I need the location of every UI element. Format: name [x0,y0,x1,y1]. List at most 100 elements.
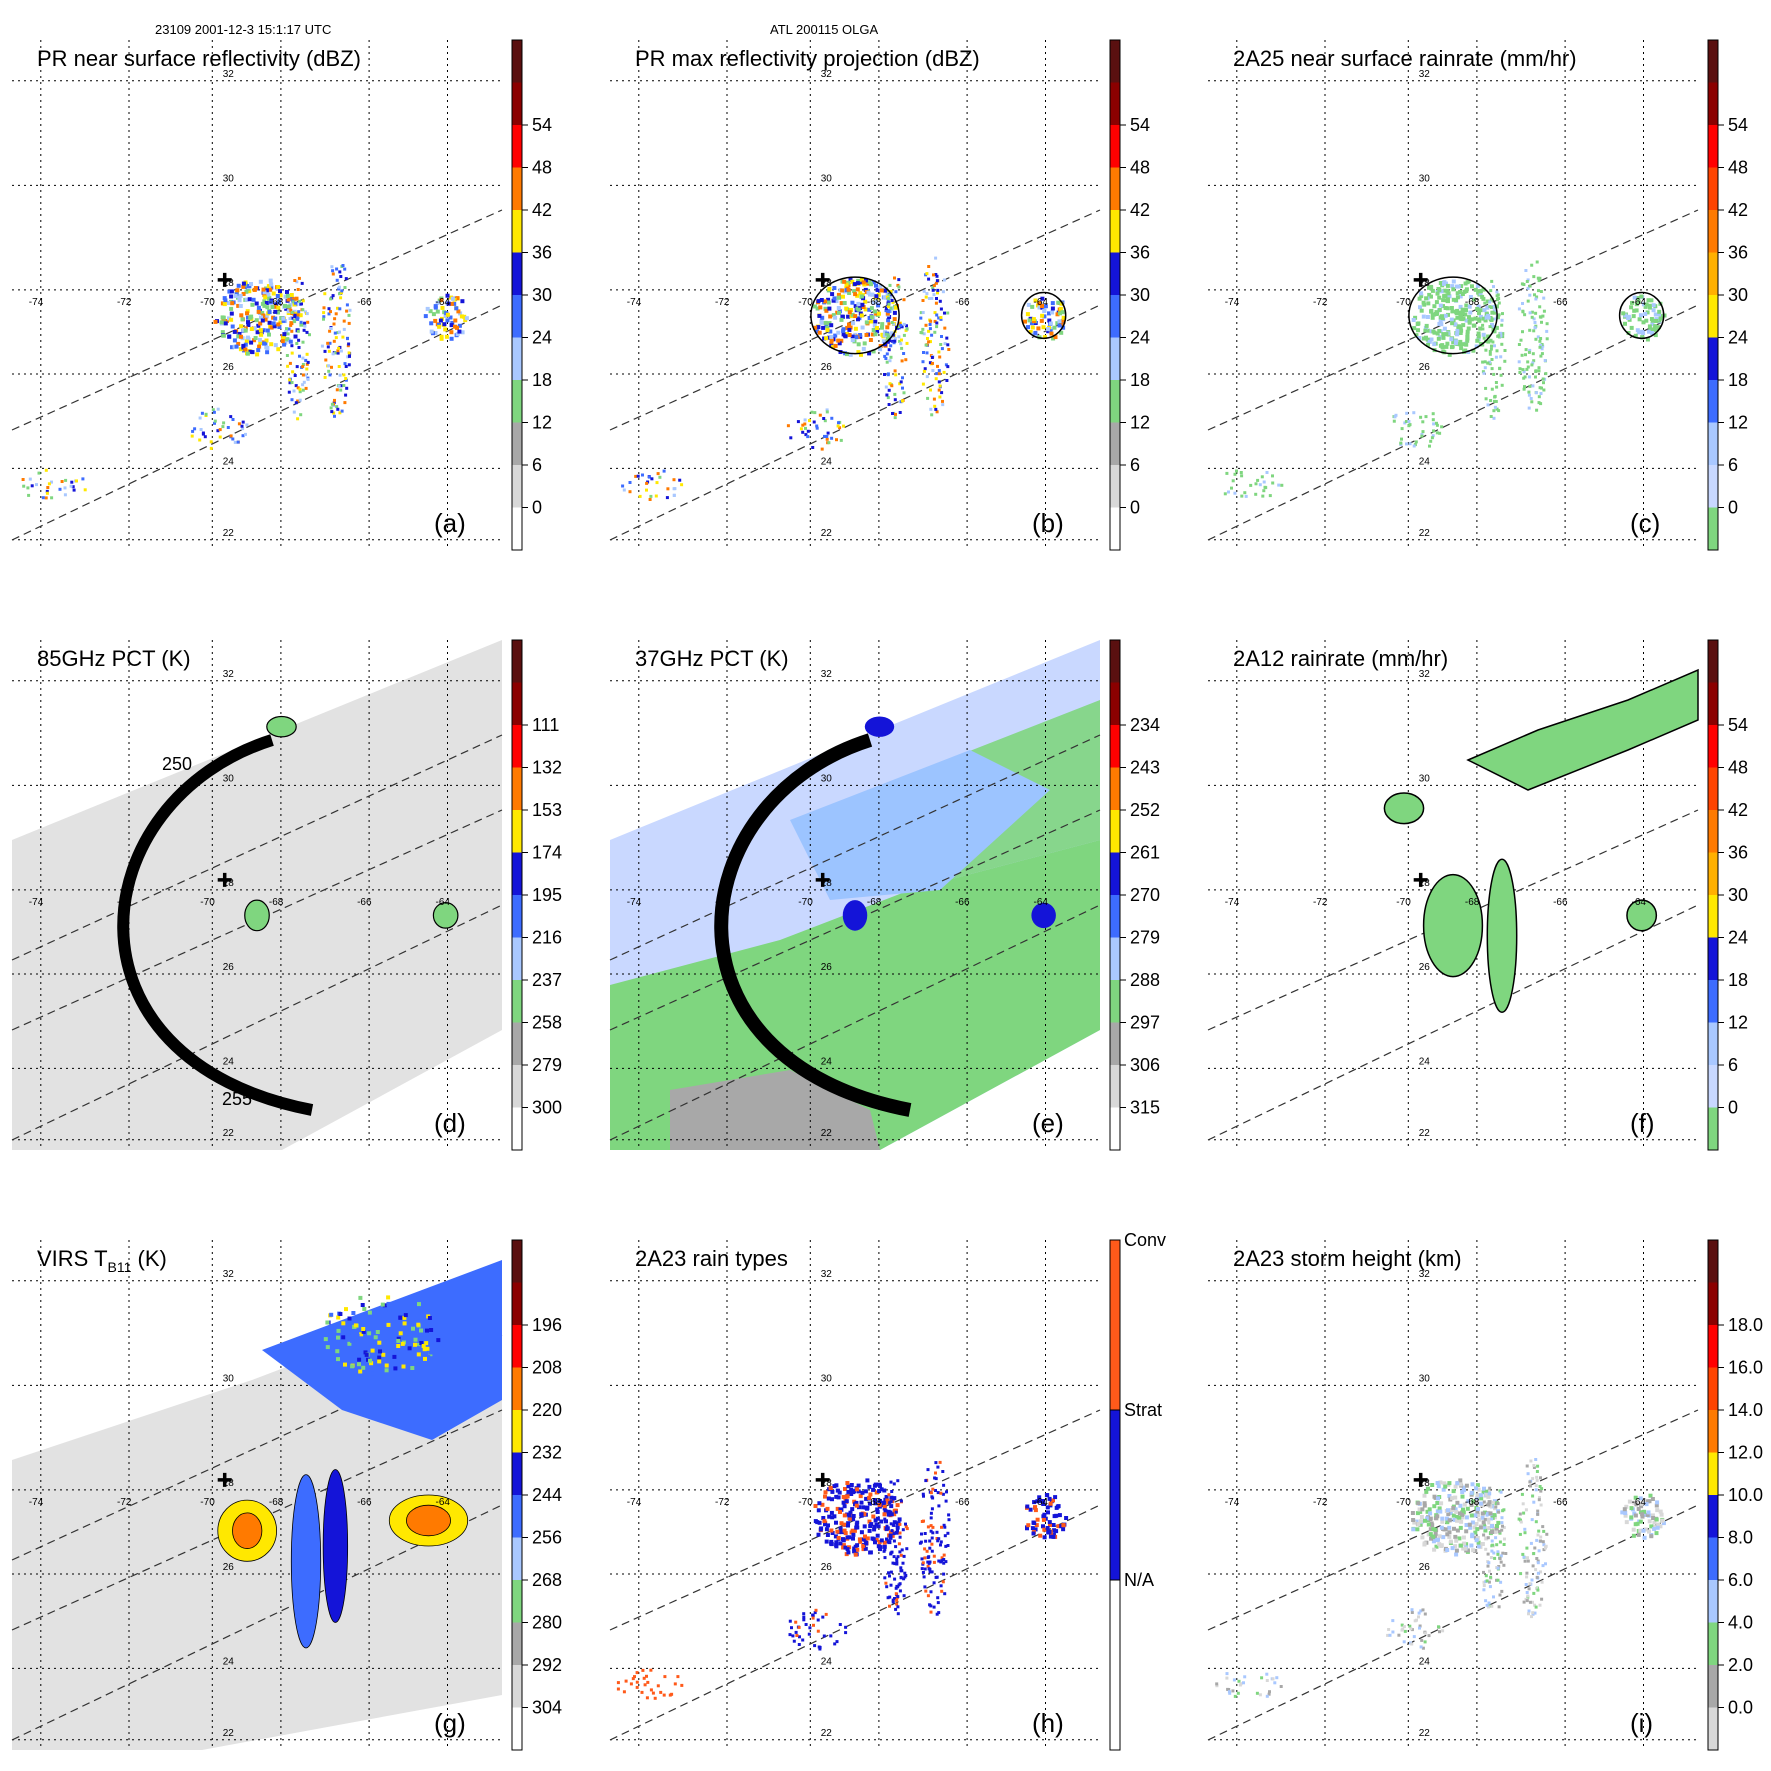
echo-pixel [249,327,254,331]
swath-edge-line [11,809,503,1031]
echo-pixel [201,432,205,436]
echo-pixel [825,410,829,414]
echo-pixel [830,1497,834,1502]
echo-pixel [338,292,341,296]
latitude-label: 28 [821,278,833,289]
echo-pixel [271,321,276,326]
longitude-label: -64 [1034,1497,1049,1508]
echo-pixel [895,1598,899,1602]
echo-pixel [1539,354,1543,358]
echo-pixel [804,433,808,437]
echo-pixel [1414,1519,1419,1524]
echo-pixel [936,1539,940,1543]
colorbar-tick-label: Strat [1124,1400,1162,1420]
echo-pixel [885,352,889,356]
echo-pixel [883,1548,887,1552]
echo-pixel [882,1544,887,1549]
echo-pixel [336,407,340,411]
echo-pixel [1536,1512,1540,1516]
echo-pixel [1523,1559,1527,1563]
colorbar-segment [512,1107,522,1150]
echo-pixel [1489,399,1493,402]
echo-pixel [299,322,304,327]
echo-pixel [1225,1676,1229,1680]
longitude-label: -74 [1225,1497,1240,1508]
echo-pixel [858,333,863,337]
echo-pixel [429,321,434,326]
colorbar-tick-label: 36 [532,243,552,263]
longitude-label: -70 [1396,897,1411,908]
echo-pixel [1443,1527,1448,1532]
echo-pixel [1449,317,1454,322]
echo-pixel [817,330,822,335]
echo-pixel [1420,1638,1424,1642]
echo-pixel [878,1545,883,1550]
echo-pixel [1657,318,1662,323]
echo-pixel [884,1581,888,1585]
echo-pixel [867,1495,872,1500]
echo-pixel [804,426,807,430]
colorbar-tick-label: 24 [1728,328,1748,348]
echo-pixel [850,334,855,339]
echo-pixel [829,334,834,339]
echo-pixel [824,1612,828,1616]
echo-pixel [824,1539,829,1544]
echo-pixel [1454,1548,1459,1553]
echo-pixel [460,330,465,335]
echo-pixel [1464,318,1469,323]
echo-pixel [338,411,342,415]
colorbar-tick-label: 6 [1130,455,1140,475]
echo-pixel [1025,1504,1030,1509]
echo-pixel [1490,317,1494,321]
echo-pixel [929,1590,933,1594]
echo-pixel [869,315,874,320]
echo-pixel [875,1507,880,1512]
echo-pixel [891,412,894,415]
echo-pixel [928,1567,932,1571]
echo-pixel [888,1530,893,1535]
echo-pixel [1492,1515,1497,1520]
echo-pixel [1500,323,1504,327]
echo-pixel [249,282,253,286]
echo-pixel [1265,1694,1269,1698]
echo-pixel [894,1530,899,1535]
echo-pixel [1525,1464,1529,1468]
echo-pixel [921,1492,925,1496]
swath-edge-line [1207,209,1699,431]
echo-pixel [410,1366,415,1370]
echo-pixel [900,1548,904,1552]
colorbar-tick-label: 0 [1728,1098,1738,1118]
latitude-label: 30 [223,173,235,184]
echo-pixel [860,1490,865,1495]
echo-pixel [456,309,461,314]
colorbar-segment [512,337,522,380]
echo-pixel [1484,386,1488,390]
echo-pixel [1445,1548,1450,1552]
echo-pixel [942,1553,946,1557]
echo-pixel [336,331,340,335]
echo-pixel [1524,1508,1528,1512]
echo-pixel [69,484,73,488]
echo-pixel [416,1319,421,1324]
echo-pixel [333,398,336,402]
echo-pixel [1455,328,1460,333]
echo-pixel [1404,420,1408,423]
echo-pixel [1644,318,1649,323]
echo-pixel [1623,321,1627,326]
echo-pixel [331,272,335,276]
echo-pixel [1634,308,1639,313]
echo-pixel [904,1525,908,1529]
echo-pixel [941,403,945,407]
echo-pixel [334,336,338,340]
echo-pixel [1460,310,1465,315]
echo-pixel [1416,1522,1421,1527]
colorbar-tick-label: 18 [1728,970,1748,990]
echo-pixel [239,324,244,329]
echo-pixel [1403,421,1407,425]
echo-pixel [1493,405,1497,409]
echo-pixel [889,289,893,293]
echo-pixel [288,381,292,385]
echo-pixel [332,400,336,404]
echo-pixel [1402,1625,1406,1629]
